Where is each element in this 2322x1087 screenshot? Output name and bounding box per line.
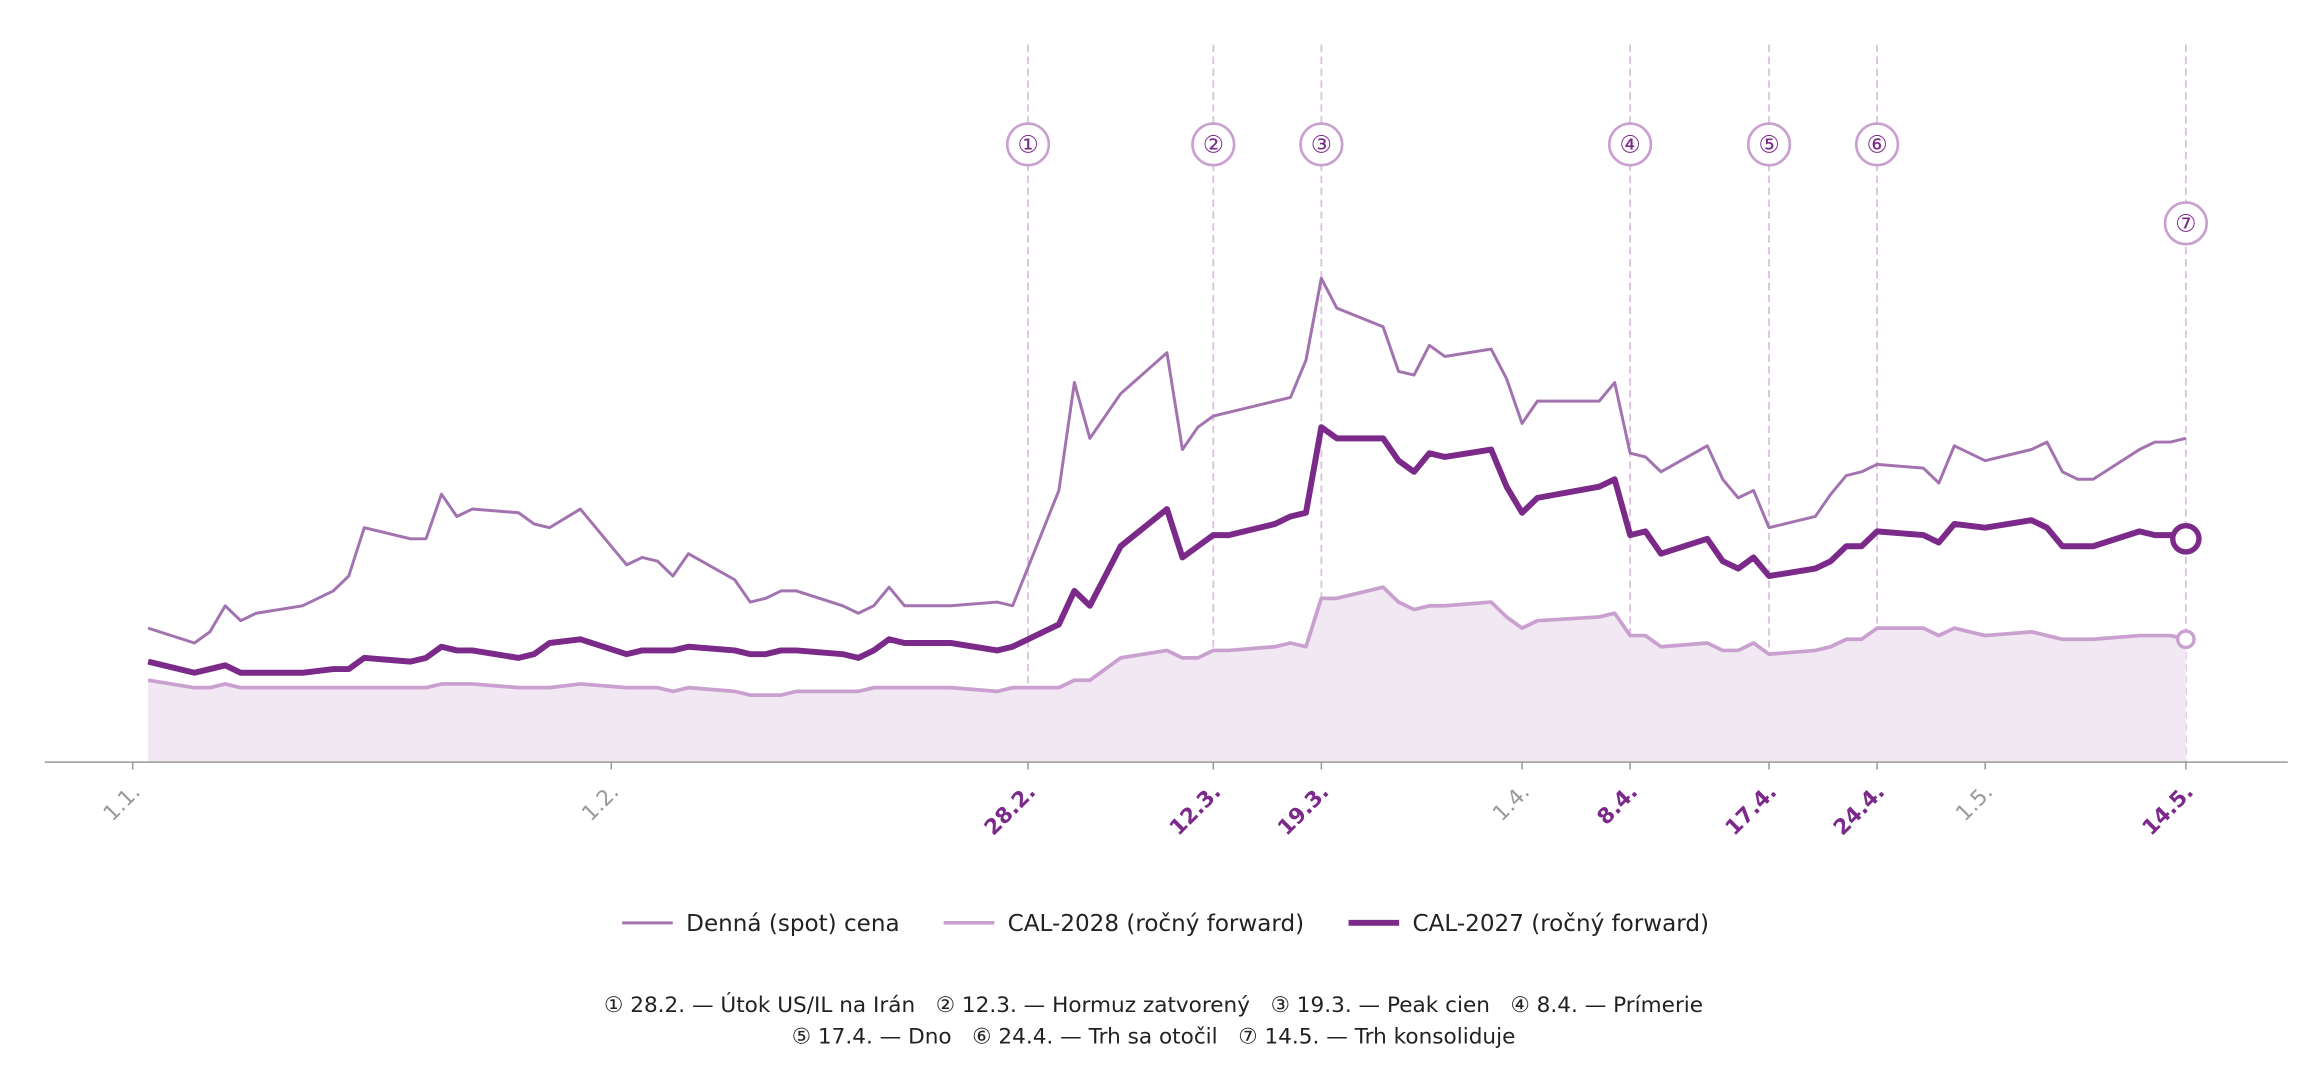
end-marker [2175,629,2196,650]
event-badge [1607,122,1653,167]
series-line [147,585,2187,697]
event-note: ① 28.2. — Útok US/IL na Irán ② 12.3. — H… [604,992,1703,1018]
event-badge [1854,122,1900,167]
event-badge [1191,122,1236,167]
x-tick-label: 1.2. [577,780,624,827]
event-symbol: ③ [1311,130,1332,158]
event-symbol: ⑤ [1758,130,1779,158]
area [148,587,2186,763]
x-tick-label: 8.4. [1593,780,1644,831]
legend-label: Denná (spot) cena [686,911,899,937]
x-tick-label: 24.4. [1829,780,1890,841]
series-line [147,276,2187,645]
event-badge [1299,122,1344,167]
event-symbol: ⑦ [2175,209,2196,237]
event-symbol: ④ [1619,130,1640,158]
event-symbol: ⑥ [1866,130,1887,158]
x-tick-label: 12.3. [1165,780,1226,841]
event-symbol: ① [1017,130,1038,158]
x-tick-label: 1.4. [1488,780,1535,827]
series-line [147,424,2187,676]
x-tick-label: 28.2. [980,780,1041,841]
x-tick-label: 1.1. [99,780,146,827]
event-symbol: ② [1203,130,1224,158]
event-note: ⑤ 17.4. — Dno ⑥ 24.4. — Trh sa otočil ⑦ … [792,1024,1516,1049]
x-tick-label: 19.3. [1273,780,1334,841]
legend-label: CAL-2027 (ročný forward) [1413,911,1709,937]
x-tick-label: 1.5. [1951,780,1998,827]
event-badge [2163,201,2209,246]
x-tick-label: 17.4. [1721,780,1782,841]
event-badge [1005,122,1051,167]
x-tick-label: 14.5. [2138,780,2199,841]
end-marker [2170,523,2202,555]
event-badge [1746,122,1792,167]
legend-label: CAL-2028 (ročný forward) [1008,911,1304,937]
